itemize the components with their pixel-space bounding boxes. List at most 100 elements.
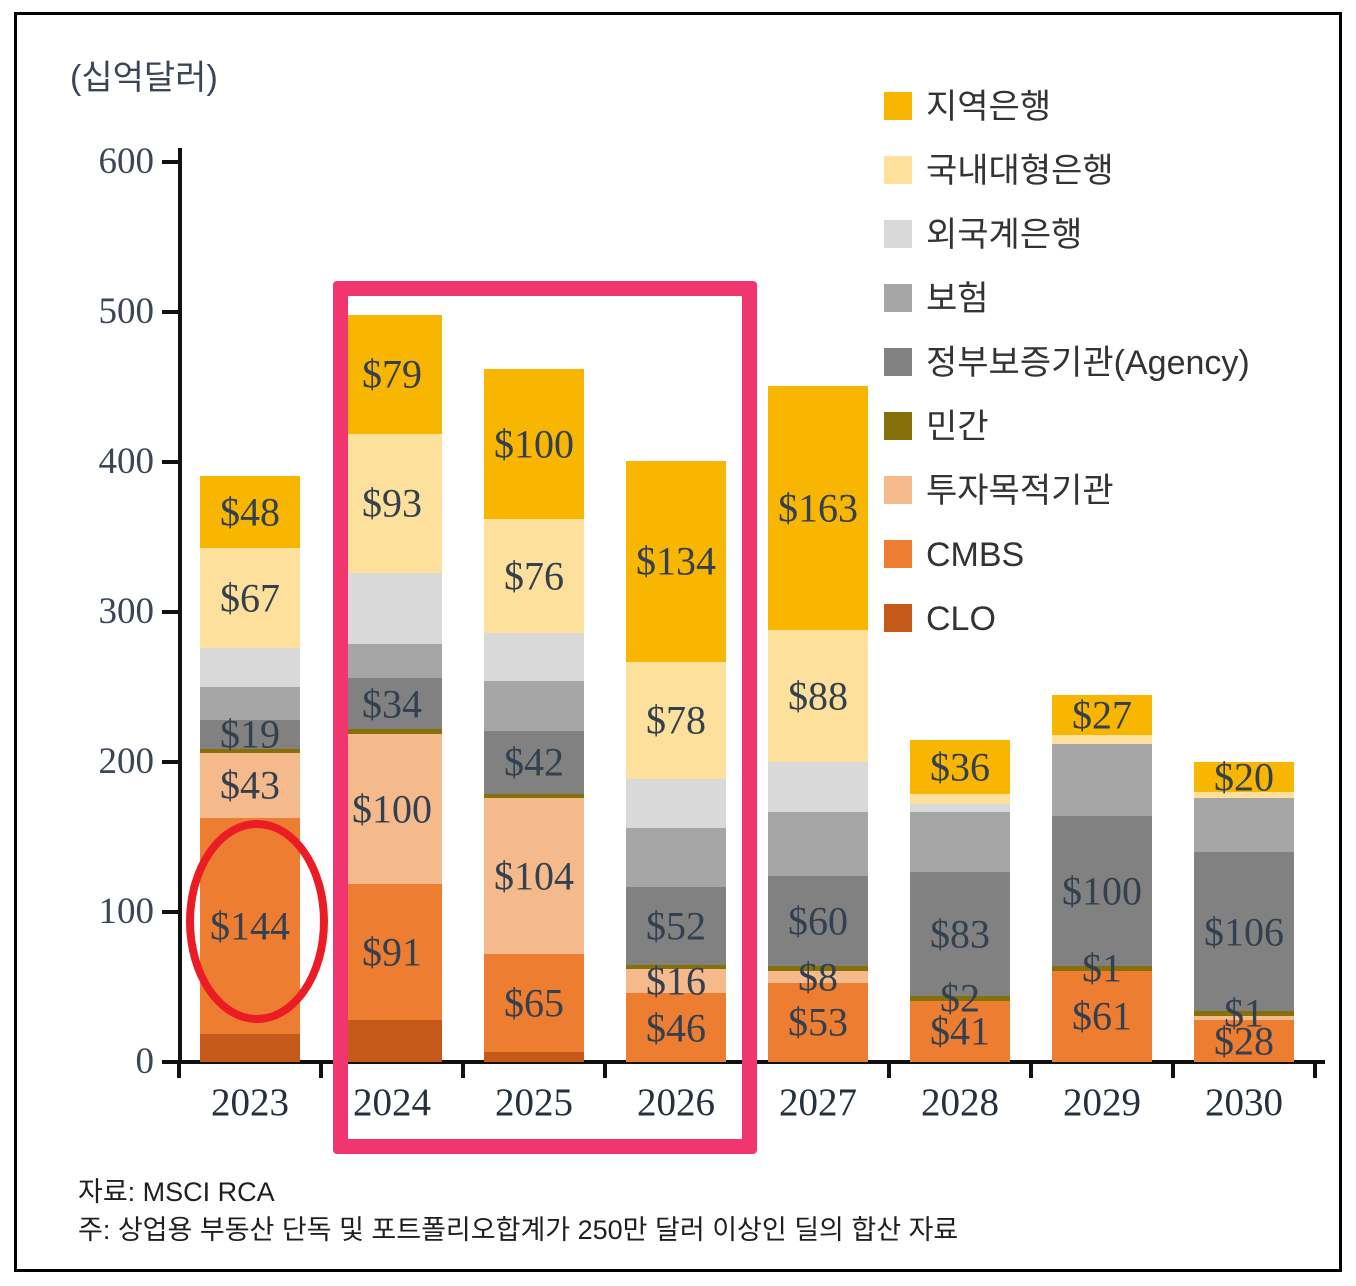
- bar-segment-민간: [626, 964, 726, 969]
- legend-label: 정부보증기관(Agency): [926, 344, 1250, 382]
- legend-item-외국계은행: 외국계은행: [884, 216, 1250, 254]
- bar-value-label: $1: [1224, 990, 1264, 1036]
- bar-segment-CLO: [484, 1051, 584, 1062]
- bar-2029: $61 $1 $100 $27: [1052, 692, 1152, 1062]
- bar-segment-CLO: [342, 1020, 442, 1062]
- legend-swatch: [884, 348, 912, 376]
- bar-segment-CMBS: $41: [910, 1000, 1010, 1062]
- x-axis-tick: [603, 1060, 607, 1078]
- year-label: 2029: [1063, 1081, 1141, 1124]
- bar-segment-외국계은행: [342, 573, 442, 644]
- bar-segment-국내대형은행: $88: [768, 630, 868, 762]
- bar-value-label: $104: [494, 853, 574, 899]
- bar-segment-민간: [342, 729, 442, 734]
- y-axis-tick: [162, 910, 179, 914]
- year-label: 2028: [921, 1081, 999, 1124]
- x-axis-tick: [1029, 1060, 1033, 1078]
- bar-segment-지역은행: $36: [910, 739, 1010, 794]
- bar-segment-CLO: [200, 1033, 300, 1062]
- legend-swatch: [884, 92, 912, 120]
- x-axis-tick: [177, 1060, 181, 1078]
- bar-segment-지역은행: $163: [768, 385, 868, 630]
- bar-value-label: $163: [778, 485, 858, 531]
- legend-swatch: [884, 604, 912, 632]
- bar-value-label: $61: [1072, 993, 1132, 1039]
- bar-segment-국내대형은행: [1194, 792, 1294, 798]
- y-axis-tick: [162, 1060, 179, 1064]
- legend: 지역은행 국내대형은행 외국계은행 보험 정부보증기관(Agency) 민간 투자목적기관 C…: [884, 88, 1250, 664]
- legend-item-정부보증기관(Agency): 정부보증기관(Agency): [884, 344, 1250, 382]
- year-label: 2027: [779, 1081, 857, 1124]
- bar-segment-민간: [768, 966, 868, 971]
- bar-segment-민간: $1: [1052, 946, 1152, 991]
- legend-item-지역은행: 지역은행: [884, 88, 1250, 126]
- bar-value-label: $43: [220, 762, 280, 808]
- bar-value-label: $67: [220, 575, 280, 621]
- bar-segment-지역은행: $48: [200, 475, 300, 548]
- bar-value-label: $48: [220, 489, 280, 534]
- bar-value-label: $52: [646, 903, 706, 948]
- bar-segment-보험: [910, 811, 1010, 872]
- bar-segment-정부보증기관(Agency): $83: [910, 871, 1010, 996]
- x-axis-tick: [1171, 1060, 1175, 1078]
- legend-swatch: [884, 156, 912, 184]
- bar-segment-지역은행: $134: [626, 460, 726, 662]
- y-axis-line: [178, 148, 182, 1064]
- bar-segment-외국계은행: [484, 633, 584, 681]
- y-axis-tick: [162, 460, 179, 464]
- bar-value-label: $78: [646, 697, 706, 743]
- bar-value-label: $28: [1214, 1018, 1274, 1064]
- x-axis-tick: [887, 1060, 891, 1078]
- bar-segment-투자목적기관: [1194, 1015, 1294, 1020]
- bar-value-label: $100: [352, 786, 432, 831]
- bar-value-label: $27: [1072, 692, 1132, 738]
- legend-swatch: [884, 412, 912, 440]
- bar-value-label: $20: [1214, 754, 1274, 800]
- bar-segment-투자목적기관: $43: [200, 753, 300, 818]
- bar-value-label: $83: [930, 911, 990, 957]
- bar-segment-보험: [626, 828, 726, 887]
- bar-segment-지역은행: $27: [1052, 692, 1152, 737]
- x-axis-tick: [1313, 1060, 1317, 1078]
- bar-value-label: $60: [788, 898, 848, 944]
- bar-segment-지역은행: $100: [484, 369, 584, 519]
- legend-swatch: [884, 220, 912, 248]
- bar-segment-CMBS: $65: [484, 954, 584, 1052]
- bar-segment-보험: [1194, 798, 1294, 852]
- y-tick-label: 200: [98, 741, 155, 782]
- bar-segment-국내대형은행: $78: [626, 661, 726, 779]
- bar-segment-정부보증기관(Agency): $100: [1052, 816, 1152, 966]
- bar-value-label: $100: [494, 421, 574, 467]
- legend-label: 지역은행: [926, 88, 1052, 126]
- year-label: 2023: [211, 1081, 289, 1124]
- y-tick-label: 100: [98, 891, 155, 932]
- bar-value-label: $93: [362, 480, 422, 526]
- legend-swatch: [884, 540, 912, 568]
- bar-2028: $41 $2 $83 $36: [910, 739, 1010, 1062]
- bar-value-label: $36: [930, 744, 990, 789]
- legend-label: CLO: [926, 600, 996, 638]
- bar-2025: $65 $104 $42 $76 $100: [484, 369, 584, 1062]
- bar-segment-보험: [1052, 744, 1152, 816]
- legend-label: 외국계은행: [926, 216, 1083, 254]
- bar-value-label: $91: [362, 929, 422, 975]
- legend-swatch: [884, 476, 912, 504]
- bar-segment-민간: [484, 793, 584, 798]
- bar-value-label: $42: [504, 739, 564, 785]
- year-label: 2026: [637, 1081, 715, 1124]
- bar-segment-보험: [200, 687, 300, 720]
- legend-item-투자목적기관: 투자목적기관: [884, 472, 1250, 510]
- pink-box-annotation: [333, 281, 757, 1154]
- bar-segment-CMBS: $53: [768, 982, 868, 1062]
- bar-2024: $91 $100 $34 $93 $79: [342, 315, 442, 1062]
- legend-label: 투자목적기관: [926, 472, 1114, 510]
- red-ellipse-annotation: [186, 820, 328, 1023]
- bar-value-label: $134: [636, 538, 716, 584]
- axis-unit-title: (십억달러): [70, 59, 218, 97]
- bar-segment-국내대형은행: [910, 793, 1010, 804]
- source-text: 자료: MSCI RCA: [78, 1177, 275, 1207]
- y-tick-label: 0: [135, 1041, 155, 1082]
- bar-value-label: $34: [362, 681, 422, 726]
- legend-item-국내대형은행: 국내대형은행: [884, 152, 1250, 190]
